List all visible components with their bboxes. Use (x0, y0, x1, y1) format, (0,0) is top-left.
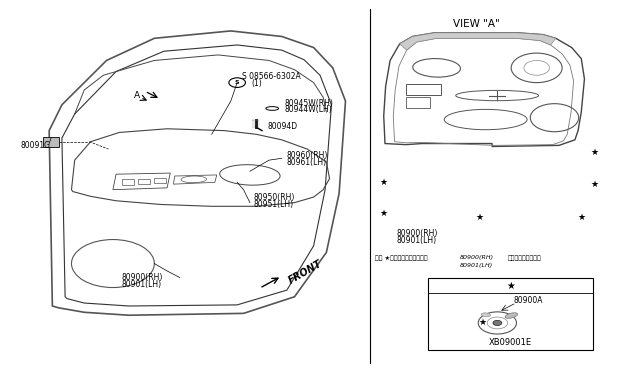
Text: 80901(LH): 80901(LH) (460, 263, 493, 268)
Text: XB09001E: XB09001E (489, 338, 532, 347)
Bar (154, 178, 166, 183)
Text: 80951(LH): 80951(LH) (253, 200, 293, 209)
Text: ★: ★ (590, 148, 598, 157)
Text: 80901(LH): 80901(LH) (121, 280, 161, 289)
Text: ★: ★ (479, 318, 486, 327)
Bar (406, 84, 441, 95)
Text: ★: ★ (577, 213, 586, 222)
Text: 80960(RH): 80960(RH) (287, 151, 328, 160)
Circle shape (229, 78, 246, 87)
Text: ★: ★ (590, 180, 598, 189)
Text: ★: ★ (380, 209, 388, 218)
Ellipse shape (505, 313, 518, 318)
Text: 80961(LH): 80961(LH) (287, 158, 327, 167)
Text: ★: ★ (380, 178, 388, 187)
Text: 80901(LH): 80901(LH) (396, 236, 436, 245)
Text: 80944W(LH): 80944W(LH) (285, 105, 333, 115)
Text: FRONT: FRONT (287, 259, 324, 286)
Text: 80091G: 80091G (20, 141, 51, 150)
Text: VIEW "A": VIEW "A" (452, 19, 499, 29)
Text: S: S (235, 80, 239, 85)
Bar (406, 97, 430, 109)
Circle shape (493, 320, 502, 326)
Bar (138, 179, 150, 184)
Bar (428, 278, 593, 350)
Text: 注） ★印の部品は部品コード: 注） ★印の部品は部品コード (375, 255, 428, 261)
Bar (122, 179, 134, 185)
Text: ★: ★ (476, 213, 483, 222)
Polygon shape (399, 33, 556, 50)
Text: 80900(RH): 80900(RH) (460, 256, 494, 260)
Text: 80900(RH): 80900(RH) (121, 273, 163, 282)
Text: 80094D: 80094D (268, 122, 298, 131)
Bar (44, 137, 59, 147)
Text: 80945W(RH): 80945W(RH) (285, 99, 334, 108)
Text: S 08566-6302A: S 08566-6302A (243, 72, 301, 81)
Text: 80950(RH): 80950(RH) (253, 193, 294, 202)
Text: (1): (1) (252, 79, 262, 88)
Text: A: A (134, 91, 140, 100)
Text: 80900(RH): 80900(RH) (396, 230, 438, 238)
Text: の構成を示します。: の構成を示します。 (508, 255, 541, 261)
Text: 80900A: 80900A (513, 296, 543, 305)
Text: ★: ★ (506, 281, 515, 291)
Ellipse shape (481, 313, 490, 317)
